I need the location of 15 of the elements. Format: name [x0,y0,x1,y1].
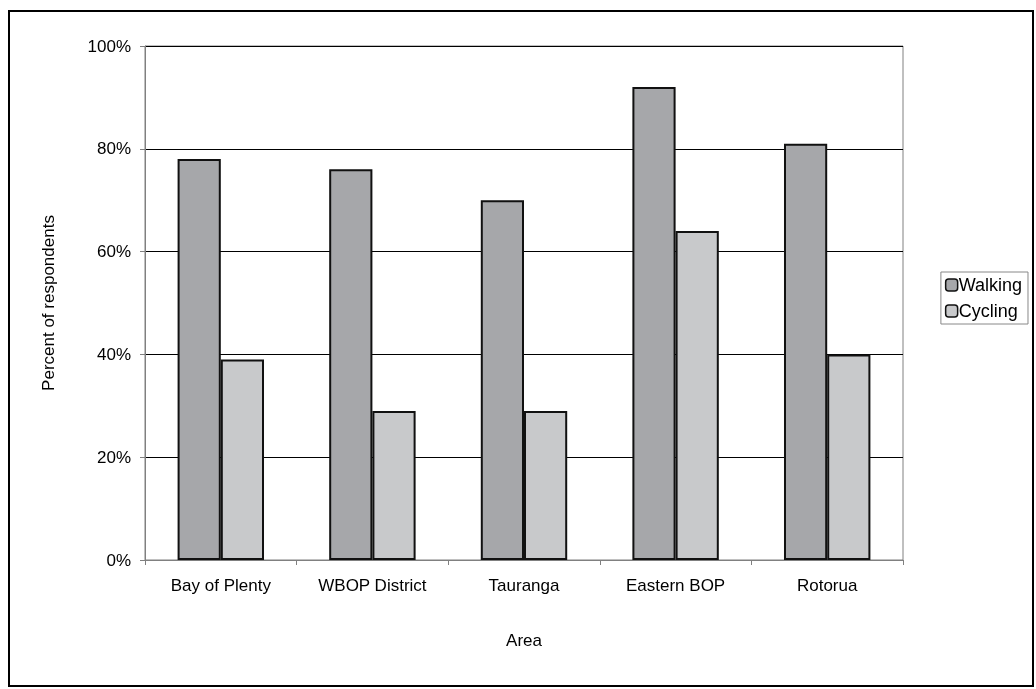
y-tick-label: 100% [87,36,131,56]
x-tick-label: Tauranga [488,575,560,595]
y-tick-label: 80% [96,139,131,159]
legend-label: Cycling [958,301,1018,321]
x-tick-label: Rotorua [796,575,858,595]
y-tick-label: 20% [96,447,131,467]
y-tick-label: 60% [96,242,131,262]
y-axis-title: Percent of respondents [39,215,58,391]
y-tick-label: 0% [106,550,131,570]
x-axis-title: Area [506,631,543,650]
x-tick-label: Bay of Plenty [170,575,272,595]
x-tick-label: Eastern BOP [625,575,726,595]
legend-label: Walking [958,275,1023,295]
y-tick-label: 40% [96,344,131,364]
x-tick-label: WBOP District [318,575,427,595]
